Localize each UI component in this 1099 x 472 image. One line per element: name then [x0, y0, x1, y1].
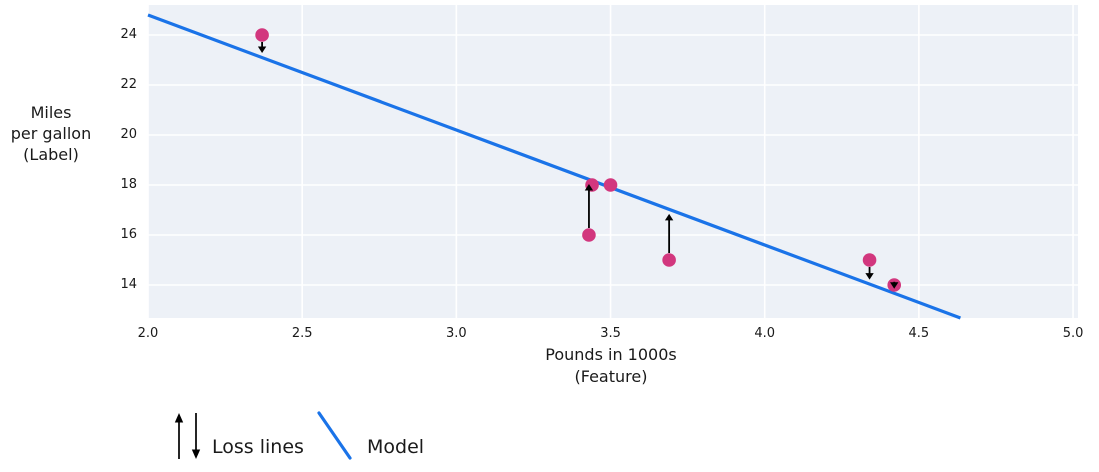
x-tick-label: 2.5: [291, 326, 313, 341]
y-axis-label: Miles per gallon (Label): [1, 102, 101, 165]
loss-arrow-head: [257, 46, 267, 54]
y-tick-label: 16: [120, 227, 137, 242]
loss-arrow-head: [865, 273, 874, 280]
x-tick-label: 5.0: [1062, 326, 1084, 341]
xlabel-line: Pounds in 1000s: [545, 345, 677, 364]
y-tick-label: 14: [120, 277, 137, 292]
loss-arrow-head: [890, 282, 899, 289]
x-tick-label: 3.0: [446, 326, 467, 341]
data-point: [582, 228, 596, 242]
y-tick-label: 22: [120, 77, 137, 92]
data-point: [662, 253, 676, 267]
ylabel-line: (Label): [23, 145, 79, 164]
y-tick-label: 24: [120, 27, 137, 42]
loss-arrow-head: [584, 183, 594, 191]
data-point: [255, 28, 269, 42]
x-tick-label: 4.0: [754, 326, 776, 341]
x-tick-label: 2.0: [137, 326, 159, 341]
loss-lines-legend-down-arrow-icon: [191, 449, 201, 459]
ylabel-line: Miles: [30, 103, 72, 122]
x-axis-label: Pounds in 1000s (Feature): [461, 344, 761, 388]
data-point: [603, 178, 618, 192]
x-tick-label: 3.5: [600, 326, 621, 341]
xlabel-line: (Feature): [574, 367, 648, 386]
data-point: [862, 253, 877, 267]
loss-lines-legend-up-arrow-icon: [174, 413, 184, 423]
model-legend-line-icon: [317, 411, 352, 460]
legend-loss-lines-label: Loss lines: [212, 436, 304, 458]
ylabel-line: per gallon: [10, 124, 92, 143]
y-tick-label: 18: [120, 177, 137, 192]
x-tick-label: 4.5: [908, 326, 930, 341]
y-tick-label: 20: [120, 127, 137, 142]
model-line: [147, 13, 962, 320]
plot-area: [148, 5, 1078, 318]
legend-model-label: Model: [367, 436, 425, 458]
loss-arrow-head: [664, 213, 674, 221]
